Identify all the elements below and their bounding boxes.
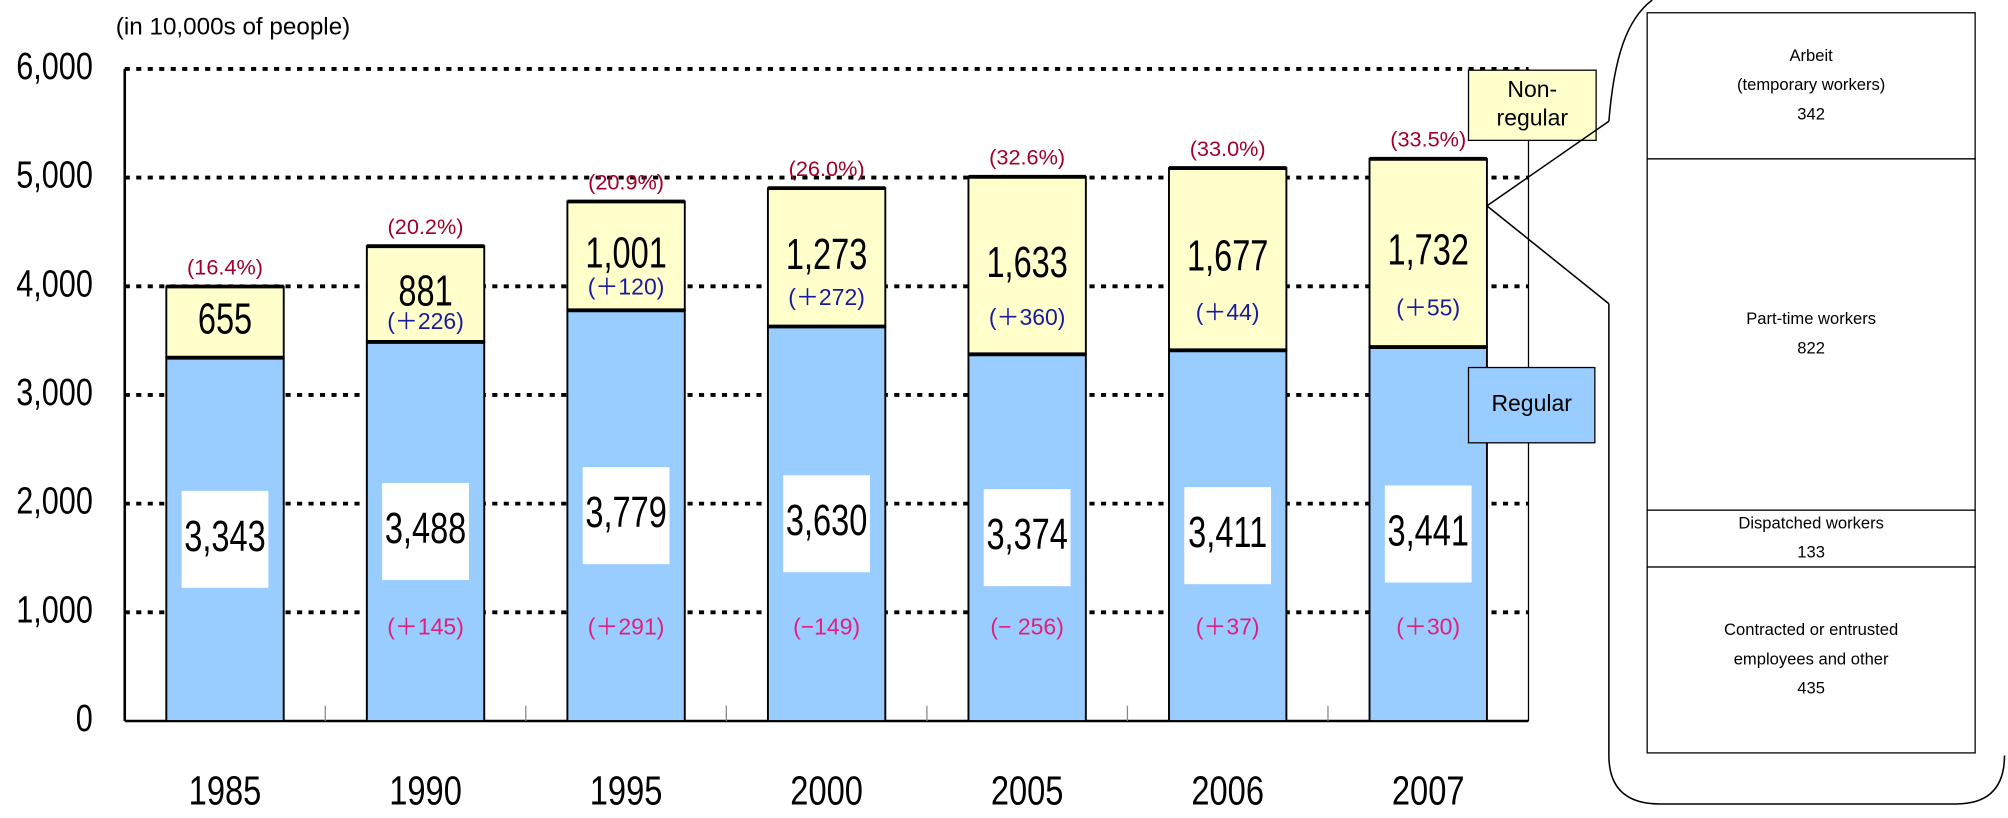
share-label: (20.9%) [588, 169, 664, 194]
label-box [783, 475, 871, 573]
share-label: (33.0%) [1190, 136, 1266, 161]
x-tick-label: 2007 [1392, 768, 1465, 813]
breakdown-label: Part-time workers [1746, 309, 1876, 328]
legend-line: regular [1497, 104, 1569, 130]
x-tick-label: 2006 [1191, 768, 1264, 813]
legend-box [1467, 69, 1597, 142]
breakdown-value: 342 [1797, 105, 1825, 124]
value-label: 1,273 [786, 230, 867, 279]
x-tick-label: 1995 [590, 768, 663, 813]
breakdown-label: (temporary workers) [1737, 75, 1885, 94]
breakdown-segment [1646, 509, 1976, 568]
bar-segment [1368, 157, 1488, 348]
value-label: 3,343 [184, 512, 265, 561]
y-tick-label: 6,000 [16, 46, 93, 88]
breakdown-value: 133 [1797, 543, 1825, 562]
breakdown-label: Dispatched workers [1738, 513, 1884, 532]
label-box [1184, 487, 1272, 585]
label-box [983, 489, 1071, 587]
change-label: (＋145) [387, 614, 464, 640]
x-tick-label: 2005 [991, 768, 1064, 813]
value-label: 1,001 [585, 229, 666, 278]
change-label: (＋30) [1396, 614, 1460, 640]
value-label: 3,488 [385, 504, 466, 553]
value-label: 3,779 [585, 489, 666, 538]
breakdown-segment [1646, 566, 1976, 754]
x-tick-label: 1990 [389, 768, 462, 813]
change-label: (− 256) [990, 614, 1063, 640]
value-label: 1,677 [1187, 232, 1268, 281]
value-label: 1,633 [986, 239, 1067, 288]
breakdown-label: Contracted or entrusted [1724, 620, 1898, 639]
y-tick-label: 2,000 [16, 481, 93, 523]
x-tick-label: 2000 [790, 768, 863, 813]
value-label: 1,732 [1388, 226, 1469, 275]
bar-segment [165, 285, 285, 359]
change-label: (＋55) [1396, 294, 1460, 320]
y-axis-label: (in 10,000s of people) [116, 13, 350, 40]
breakdown-value: 435 [1797, 679, 1825, 698]
change-label: (＋226) [387, 308, 464, 334]
breakdown-value: 822 [1797, 339, 1825, 358]
value-label: 655 [198, 295, 252, 344]
share-label: (20.2%) [388, 214, 464, 239]
y-tick-label: 0 [76, 698, 93, 740]
legend-box [1467, 366, 1596, 444]
value-label: 3,411 [1188, 509, 1267, 558]
share-label: (16.4%) [187, 254, 263, 279]
callout-outline [1608, 0, 2006, 805]
bar-segment [566, 200, 686, 312]
change-label: (−149) [793, 614, 860, 640]
legend-label: Regular [1491, 390, 1572, 416]
label-box [181, 490, 269, 588]
legend-label: Non-regular [1497, 76, 1569, 130]
bar-segment [967, 175, 1087, 356]
value-label: 3,374 [986, 511, 1067, 560]
change-label: (＋272) [788, 284, 865, 310]
y-tick-label: 5,000 [16, 155, 93, 197]
y-tick-label: 3,000 [16, 372, 93, 414]
x-tick-label: 1985 [189, 768, 262, 813]
breakdown-label: Arbeit [1789, 46, 1833, 65]
y-tick-label: 4,000 [16, 263, 93, 305]
change-label: (＋291) [588, 614, 665, 640]
share-label: (33.5%) [1390, 127, 1466, 152]
share-label: (26.0%) [789, 156, 865, 181]
change-label: (＋44) [1196, 299, 1260, 325]
label-box [582, 467, 670, 565]
bar-segment [766, 187, 887, 328]
label-box [1384, 485, 1472, 583]
legend-line: Non- [1507, 76, 1557, 102]
value-label: 3,630 [786, 497, 867, 546]
value-label: 881 [398, 267, 452, 316]
label-box [382, 482, 469, 580]
y-tick-label: 1,000 [16, 589, 93, 631]
share-label: (32.6%) [989, 145, 1065, 170]
change-label: (＋120) [588, 274, 665, 300]
bar-segment [365, 245, 486, 343]
change-label: (＋37) [1196, 614, 1260, 640]
callout-line [1486, 120, 1610, 305]
breakdown-segment [1646, 158, 1976, 511]
breakdown-label: employees and other [1734, 649, 1889, 668]
value-label: 3,441 [1388, 507, 1469, 556]
change-label: (＋360) [989, 304, 1066, 330]
